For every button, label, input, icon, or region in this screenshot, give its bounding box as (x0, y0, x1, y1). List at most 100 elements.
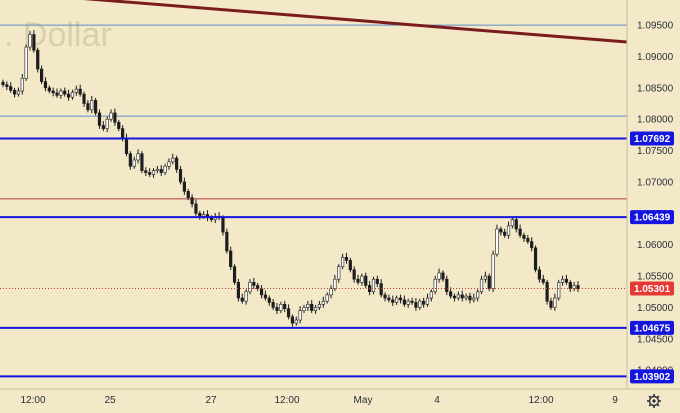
candle-body (148, 172, 152, 175)
candle-body (441, 272, 445, 280)
price-badges: 1.07692 1.06439 1.04675 1.03902 1.05301 (630, 131, 674, 384)
candle-body (476, 291, 480, 299)
y-tick-label: 1.04500 (637, 334, 674, 345)
candle-body (456, 294, 460, 299)
candle-body (236, 282, 241, 299)
candle-body (252, 282, 256, 286)
candle-body (271, 302, 275, 308)
price-badge[interactable] (630, 369, 674, 384)
candle-body (59, 90, 63, 96)
candle-body (514, 219, 518, 230)
y-tick-label: 1.08500 (637, 83, 674, 94)
candle-body (155, 169, 159, 171)
candle-body (549, 300, 553, 308)
candle-body (240, 297, 244, 302)
candle-body (452, 295, 457, 299)
candle-body (526, 238, 530, 242)
candle-body (275, 307, 279, 311)
candle-body (553, 297, 557, 308)
candle-body (94, 100, 98, 114)
candle-body (256, 285, 260, 289)
price-badge-label: 1.07692 (634, 134, 671, 145)
candle-body (82, 93, 86, 104)
candle-body (344, 256, 349, 261)
candle-body (313, 307, 318, 311)
candles (1, 30, 580, 327)
candle-body (576, 285, 580, 289)
candle-body (178, 169, 183, 183)
candle-body (186, 191, 190, 198)
candle-body (479, 278, 484, 293)
candle-body (167, 161, 171, 167)
candle-body (395, 297, 399, 303)
candle-body (28, 34, 32, 48)
candle-body (356, 278, 360, 283)
candle-body (560, 278, 565, 283)
candle-body (398, 297, 403, 301)
trendline[interactable] (0, 0, 628, 44)
candle-body (522, 234, 526, 239)
candle-body (352, 269, 356, 280)
candle-body (329, 288, 333, 296)
candle-body (379, 283, 383, 296)
candle-body (9, 86, 13, 91)
candle-body (445, 278, 449, 293)
candle-body (340, 256, 345, 267)
price-badge[interactable] (630, 320, 674, 335)
candle-body (109, 112, 113, 120)
candle-body (530, 241, 534, 249)
y-tick-label: 1.07000 (637, 177, 674, 188)
candle-body (487, 275, 491, 289)
candle-body (67, 93, 71, 98)
candle-body (306, 303, 310, 308)
y-tick-label: 1.09500 (637, 21, 674, 32)
settings-icon[interactable] (647, 394, 661, 408)
price-badge-label: 1.06439 (634, 213, 671, 224)
x-tick-label: 12:00 (528, 395, 553, 406)
candle-body (437, 272, 441, 280)
candle-body (472, 297, 476, 301)
candle-body (333, 278, 337, 289)
candle-body (283, 303, 287, 309)
candle-body (128, 153, 132, 167)
candle-body (90, 100, 94, 111)
x-tick-label: 9 (612, 395, 618, 406)
candle-body (286, 308, 291, 318)
candle-body (557, 282, 561, 299)
candle-body (86, 103, 90, 111)
watermark: . Dollar (4, 16, 112, 54)
candle-body (499, 228, 503, 233)
candle-body (36, 49, 40, 70)
candle-body (263, 294, 268, 299)
price-badge[interactable] (630, 131, 674, 146)
candle-body (495, 228, 499, 255)
candle-body (348, 260, 352, 271)
candle-body (572, 285, 576, 289)
trendline-layer (0, 0, 628, 44)
candle-body (70, 91, 75, 98)
candle-body (279, 303, 283, 311)
price-badge-label: 1.04675 (634, 323, 671, 334)
candle-body (429, 291, 433, 299)
price-badge[interactable] (630, 281, 674, 296)
candle-body (483, 275, 487, 280)
candle-body (533, 247, 538, 271)
candle-body (232, 266, 237, 283)
x-tick-label: 25 (104, 395, 116, 406)
x-tick-label: 12:00 (274, 395, 299, 406)
candle-body (298, 310, 302, 321)
candle-body (194, 203, 198, 214)
candle-body (159, 169, 163, 173)
y-tick-label: 1.05000 (637, 303, 674, 314)
candle-body (229, 250, 233, 267)
candle-body (406, 300, 410, 305)
price-badge[interactable] (630, 210, 674, 225)
time-axis[interactable]: 12:00 25 27 12:00 May 4 12:00 9 (20, 395, 618, 406)
candle-body (74, 88, 78, 93)
candle-body (290, 316, 295, 324)
candle-body (259, 288, 264, 296)
candle-body (410, 300, 414, 303)
thin-lines (0, 24, 627, 200)
